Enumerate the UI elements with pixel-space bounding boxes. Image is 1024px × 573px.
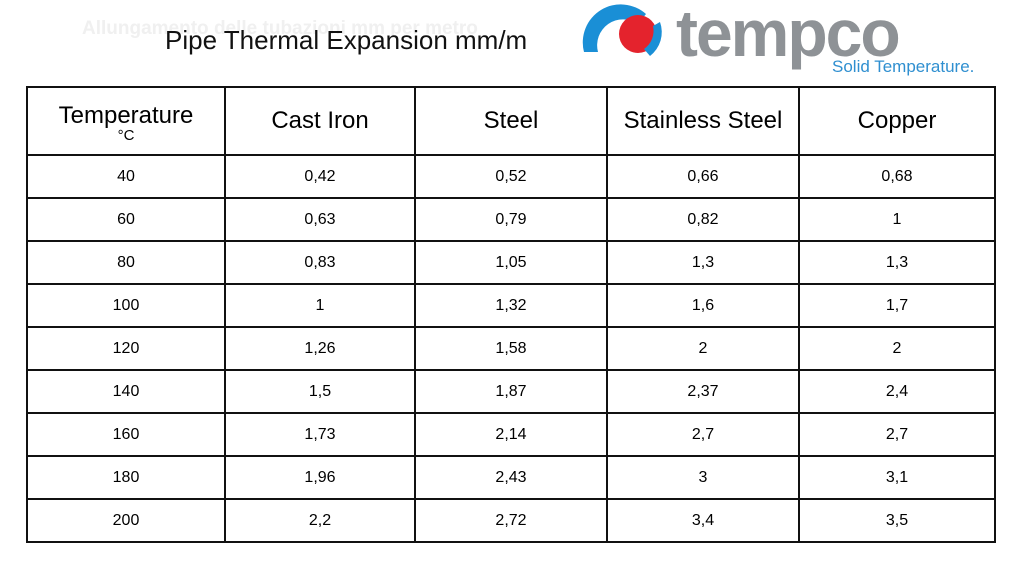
cell-stainless-steel: 1,3 [606,240,800,285]
table-row: 180 1,96 2,43 3 3,1 [26,455,996,500]
table-row: 120 1,26 1,58 2 2 [26,326,996,371]
page-title: Pipe Thermal Expansion mm/m [165,25,528,55]
cell-temperature: 120 [26,326,226,371]
cell-steel: 1,58 [414,326,608,371]
header-temperature-unit: °C [117,127,135,144]
cell-stainless-steel: 3,4 [606,498,800,543]
cell-steel: 0,52 [414,154,608,199]
table-row: 80 0,83 1,05 1,3 1,3 [26,240,996,285]
cell-cast-iron: 1,73 [224,412,416,457]
table-row: 140 1,5 1,87 2,37 2,4 [26,369,996,414]
cell-stainless-steel: 0,66 [606,154,800,199]
cell-steel: 0,79 [414,197,608,242]
table-row: 100 1 1,32 1,6 1,7 [26,283,996,328]
cell-copper: 1,7 [798,283,996,328]
cell-stainless-steel: 0,82 [606,197,800,242]
cell-stainless-steel: 2 [606,326,800,371]
cell-temperature: 40 [26,154,226,199]
table-row: 60 0,63 0,79 0,82 1 [26,197,996,242]
logo-tagline: Solid Temperature. [832,57,975,76]
logo-wordmark: tempco [676,0,901,70]
cell-cast-iron: 2,2 [224,498,416,543]
cell-temperature: 140 [26,369,226,414]
table-header-row: Temperature °C Cast Iron Steel Stainless… [26,86,996,156]
cell-copper: 0,68 [798,154,996,199]
cell-temperature: 60 [26,197,226,242]
cell-cast-iron: 1,96 [224,455,416,500]
header-cast-iron: Cast Iron [224,86,416,156]
cell-cast-iron: 1,5 [224,369,416,414]
header-copper: Copper [798,86,996,156]
cell-steel: 1,87 [414,369,608,414]
cell-steel: 2,14 [414,412,608,457]
cell-steel: 1,05 [414,240,608,285]
cell-stainless-steel: 2,7 [606,412,800,457]
cell-copper: 2,4 [798,369,996,414]
tempco-logo-icon [582,4,662,56]
cell-copper: 1 [798,197,996,242]
cell-copper: 2,7 [798,412,996,457]
background-watermark-title: Allungamento delle tubazioni mm per metr… [82,18,478,39]
cell-cast-iron: 1 [224,283,416,328]
cell-copper: 1,3 [798,240,996,285]
cell-copper: 2 [798,326,996,371]
cell-temperature: 80 [26,240,226,285]
cell-stainless-steel: 2,37 [606,369,800,414]
thermal-expansion-table: Temperature °C Cast Iron Steel Stainless… [26,86,996,543]
cell-cast-iron: 1,26 [224,326,416,371]
header-steel: Steel [414,86,608,156]
table-row: 200 2,2 2,72 3,4 3,5 [26,498,996,543]
tempco-logo: tempco Solid Temperature. [578,0,998,78]
header-temperature-label: Temperature [58,102,194,129]
cell-copper: 3,5 [798,498,996,543]
cell-temperature: 200 [26,498,226,543]
header-temperature: Temperature °C [26,86,226,156]
header-stainless-steel: Stainless Steel [606,86,800,156]
cell-temperature: 160 [26,412,226,457]
cell-cast-iron: 0,63 [224,197,416,242]
table-row: 40 0,42 0,52 0,66 0,68 [26,154,996,199]
cell-stainless-steel: 3 [606,455,800,500]
cell-steel: 2,72 [414,498,608,543]
table-row: 160 1,73 2,14 2,7 2,7 [26,412,996,457]
cell-copper: 3,1 [798,455,996,500]
cell-temperature: 100 [26,283,226,328]
cell-cast-iron: 0,83 [224,240,416,285]
cell-cast-iron: 0,42 [224,154,416,199]
cell-steel: 1,32 [414,283,608,328]
cell-stainless-steel: 1,6 [606,283,800,328]
cell-steel: 2,43 [414,455,608,500]
cell-temperature: 180 [26,455,226,500]
